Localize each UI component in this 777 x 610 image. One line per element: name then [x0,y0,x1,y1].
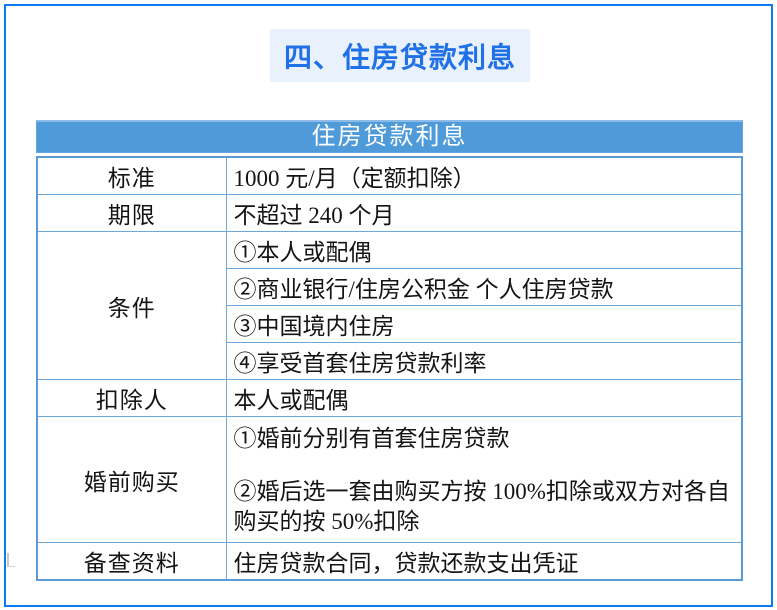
housing-loan-interest-table: 住房贷款利息 标准 1000 元/月（定额扣除） 期限 不超过 240 个月 条… [36,120,743,581]
row-term-label: 期限 [36,194,227,232]
blank-line [234,454,736,477]
row-standard: 标准 1000 元/月（定额扣除） [36,156,743,195]
row-term: 期限 不超过 240 个月 [36,194,743,232]
row-deduction-person: 扣除人 本人或配偶 [36,379,743,417]
section-title: 四、住房贷款利息 [283,41,516,73]
row-deduction-person-label: 扣除人 [36,379,227,417]
premarital-item-2: ②婚后选一套由购买方按 100%扣除或双方对各自购买的按 50%扣除 [233,479,730,534]
row-deduction-person-value: 本人或配偶 [225,379,743,417]
table-header-bar: 住房贷款利息 [36,120,743,153]
row-conditions: ④享受首套住房贷款利率 [37,342,743,380]
row-conditions: ③中国境内住房 [37,305,743,343]
row-premarital-purchase-value: ①婚前分别有首套住房贷款 ②婚后选一套由购买方按 100%扣除或双方对各自购买的… [225,416,743,543]
row-conditions-label: 条件 [36,231,227,380]
stray-scan-artifact [7,553,15,567]
row-conditions-item-2: ②商业银行/住房公积金 个人住房贷款 [225,268,743,306]
row-conditions-item-1: ①本人或配偶 [225,231,743,269]
row-term-value: 不超过 240 个月 [225,194,743,232]
row-standard-label: 标准 [36,156,227,195]
row-premarital-purchase: 婚前购买 ①婚前分别有首套住房贷款 ②婚后选一套由购买方按 100%扣除或双方对… [36,416,743,543]
table-grid: 标准 1000 元/月（定额扣除） 期限 不超过 240 个月 条件 ①本人或配… [36,156,743,581]
premarital-item-1: ①婚前分别有首套住房贷款 [233,426,510,451]
row-standard-value: 1000 元/月（定额扣除） [225,156,743,195]
row-conditions-item-3: ③中国境内住房 [225,305,743,343]
row-conditions-item-4: ④享受首套住房贷款利率 [225,342,743,380]
row-conditions: 条件 ①本人或配偶 [36,231,743,380]
row-supporting-documents-label: 备查资料 [36,542,227,581]
row-premarital-purchase-label: 婚前购买 [36,416,227,543]
row-supporting-documents: 备查资料 住房贷款合同，贷款还款支出凭证 [36,542,743,581]
row-supporting-documents-value: 住房贷款合同，贷款还款支出凭证 [225,542,743,581]
section-title-box: 四、住房贷款利息 [270,29,530,82]
